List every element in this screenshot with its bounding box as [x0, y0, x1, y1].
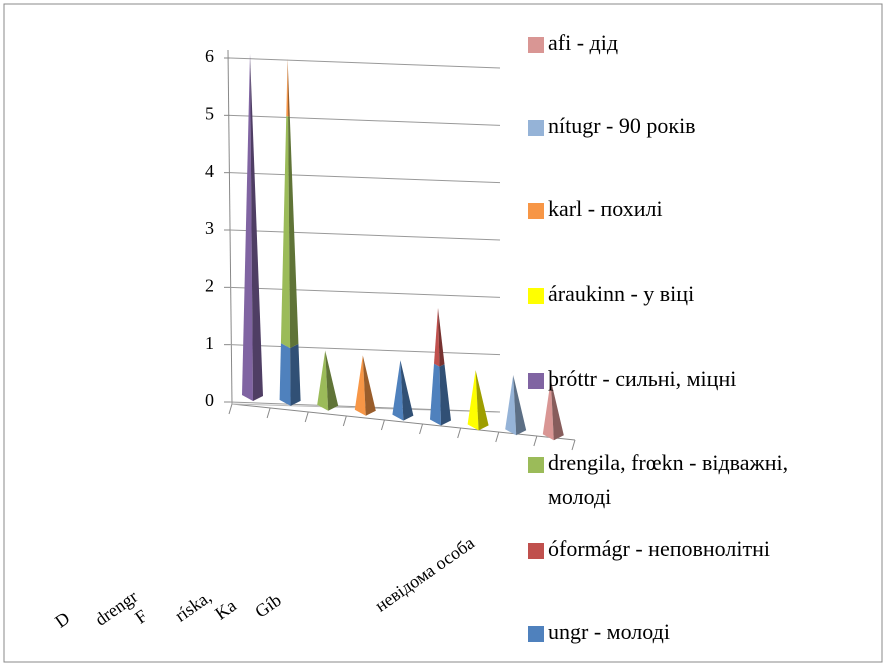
y-tick-label: 6 — [205, 46, 214, 66]
pyramid-face — [513, 374, 527, 436]
pyramid-segment — [354, 355, 376, 416]
pyramid-face — [550, 379, 564, 441]
legend-label: ungr - молоді — [548, 619, 670, 644]
pyramid-segment — [505, 374, 527, 436]
legend-label: drengila, frœkn - відважні, молоді — [548, 450, 788, 509]
y-tick-label: 5 — [205, 103, 214, 123]
grid-line — [229, 286, 501, 298]
pyramid-face — [287, 58, 290, 117]
grid-line — [229, 229, 501, 241]
legend-label: karl - похилі — [548, 196, 663, 221]
legend-swatch — [528, 543, 544, 559]
pyramid-face — [542, 379, 554, 441]
pyramid-face — [505, 374, 517, 436]
legend-swatch — [528, 37, 544, 53]
pyramid-face — [242, 54, 253, 401]
legend-swatch — [528, 373, 544, 389]
pyramid-face — [250, 54, 263, 401]
grid-line — [229, 172, 501, 184]
pyramid-face — [392, 360, 404, 421]
pyramid-face — [290, 343, 301, 406]
x-tick — [380, 419, 385, 431]
y-tick-label: 1 — [205, 333, 214, 353]
pyramid-segment — [542, 379, 564, 441]
pyramid-face — [439, 364, 451, 426]
pyramid-segment — [279, 343, 301, 406]
pyramid-face — [400, 360, 414, 421]
grid-line — [229, 57, 501, 69]
x-tick — [457, 427, 462, 439]
pyramid-segment — [434, 307, 445, 367]
legend-swatch — [528, 457, 544, 473]
legend-label: nítugr - 90 років — [548, 113, 696, 138]
pyramid-segment — [242, 54, 263, 401]
pyramid-face — [475, 370, 489, 431]
x-tick — [533, 435, 538, 447]
y-tick-label: 4 — [205, 161, 214, 181]
y-tick-label: 2 — [205, 275, 214, 295]
x-tick — [419, 423, 424, 435]
pyramid-segment — [317, 350, 339, 411]
pyramid-face — [317, 350, 329, 411]
pyramid-segment — [286, 58, 290, 117]
pyramid-face — [286, 58, 289, 117]
legend-swatch — [528, 288, 544, 304]
x-tick — [228, 403, 233, 415]
pyramid-face — [288, 115, 299, 349]
pyramid-face — [354, 355, 366, 416]
pyramid-segment — [467, 370, 489, 431]
legend-label: óformágr - неповнолітні — [548, 536, 770, 561]
y-tick-label: 3 — [205, 218, 214, 238]
pyramid-face — [434, 307, 440, 367]
legend-label: þróttr - сильні, міцні — [548, 366, 736, 391]
x-tick — [342, 415, 347, 427]
pyramid-face — [467, 370, 479, 431]
pyramid-segment — [280, 115, 299, 349]
x-tick — [266, 407, 271, 419]
legend-label: afi - дід — [548, 30, 618, 55]
x-tick — [495, 431, 500, 443]
pyramid-segment — [430, 363, 451, 426]
legend-swatch — [528, 120, 544, 136]
pyramid-face — [430, 363, 441, 426]
pyramid-face — [438, 307, 445, 367]
legend-swatch — [528, 203, 544, 219]
chart-border — [3, 3, 883, 663]
x-tick — [304, 411, 309, 423]
pyramid-face — [279, 343, 291, 406]
pyramid-face — [325, 350, 339, 411]
legend-label: áraukinn - у віці — [548, 281, 694, 306]
pyramid-segment — [392, 360, 414, 421]
legend-swatch — [528, 626, 544, 642]
grid-line — [229, 344, 501, 356]
grid-line — [229, 114, 501, 126]
pyramid-face — [362, 355, 376, 416]
pyramid-face — [280, 115, 291, 349]
y-tick-label: 0 — [205, 390, 214, 410]
x-tick — [571, 439, 576, 451]
